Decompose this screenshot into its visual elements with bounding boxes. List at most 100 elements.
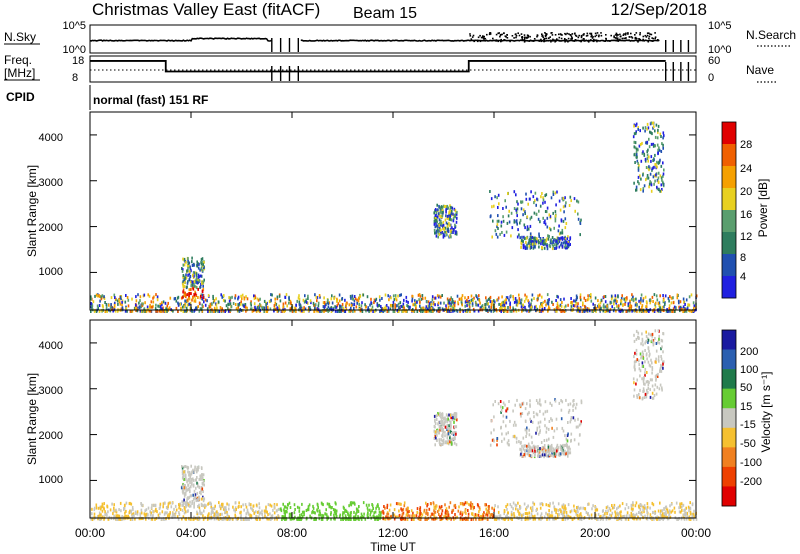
power-cbar-tick: 16 [740,209,752,221]
echo-point [558,240,561,243]
echo-point [414,301,417,305]
nsearch-point [580,40,582,43]
echo-point [428,305,431,309]
echo-point [479,306,482,310]
echo-point [478,517,480,521]
echo-point [270,298,272,302]
echo-point [316,309,318,313]
nsearch-point [616,39,618,41]
echo-point [678,506,680,510]
echo-point [274,297,276,301]
echo-point [530,190,532,194]
echo-point [497,214,499,218]
echo-point [215,303,218,307]
echo-point [294,307,297,311]
echo-point [643,506,646,510]
echo-point [523,502,526,506]
echo-point [567,432,569,436]
echo-point [442,223,445,227]
echo-point [405,295,408,299]
echo-point [584,507,586,510]
echo-point [579,517,581,521]
echo-point [101,509,104,513]
echo-point [301,510,304,514]
echo-point [598,303,600,307]
echo-point [653,165,655,169]
echo-point [442,235,445,239]
echo-point [200,283,202,286]
echo-point [563,210,565,214]
echo-point [188,504,191,508]
echo-point [525,244,528,248]
echo-point [226,502,228,506]
echo-point [157,304,159,308]
echo-point [191,480,193,484]
echo-point [320,310,323,313]
echo-point [619,310,622,313]
echo-point [520,403,522,407]
echo-point [316,502,319,506]
echo-point [548,305,550,309]
echo-point [200,492,202,496]
echo-point [355,512,357,516]
echo-point [380,305,382,308]
echo-point [652,144,655,148]
echo-point [526,412,529,416]
echo-point [115,508,117,512]
echo-point [266,310,268,313]
echo-point [535,412,538,416]
echo-point [584,304,586,308]
nsearch-point [480,36,483,39]
echo-point [552,435,555,439]
echo-point [530,305,533,309]
nsearch-point [564,38,566,40]
echo-point [510,510,513,514]
echo-point [229,517,231,521]
echo-point [474,300,477,304]
echo-point [361,310,364,313]
echo-point [405,309,407,313]
echo-point [451,510,453,514]
echo-point [367,515,370,519]
echo-point [449,297,452,301]
echo-point [485,507,487,511]
echo-point [234,515,237,519]
echo-point [643,152,645,156]
echo-point [555,299,557,302]
echo-point [353,303,356,306]
echo-point [385,304,388,307]
echo-point [240,514,242,518]
echo-point [496,298,499,302]
echo-point [270,518,272,521]
echo-point [526,246,528,250]
echo-point [455,432,457,436]
echo-point [129,501,131,505]
echo-point [637,161,639,165]
echo-point [510,505,513,509]
echo-point [530,435,533,439]
echo-point [187,496,190,500]
echo-point [691,512,694,516]
echo-point [199,268,201,272]
echo-point [164,301,167,305]
echo-point [255,307,257,311]
echo-point [130,510,132,514]
echo-point [555,517,557,521]
echo-point [631,293,633,297]
echo-point [125,294,127,297]
echo-point [191,260,193,264]
echo-point [484,306,487,310]
echo-point [276,515,279,519]
echo-point [330,310,333,313]
echo-point [286,304,288,308]
echo-point [103,507,105,511]
echo-point [270,293,272,297]
echo-point [290,512,292,516]
echo-point [454,513,456,516]
echo-point [184,291,186,295]
echo-point [506,407,508,411]
echo-point [97,514,100,518]
echo-point [472,307,475,311]
echo-point [635,517,638,521]
echo-point [345,307,348,311]
